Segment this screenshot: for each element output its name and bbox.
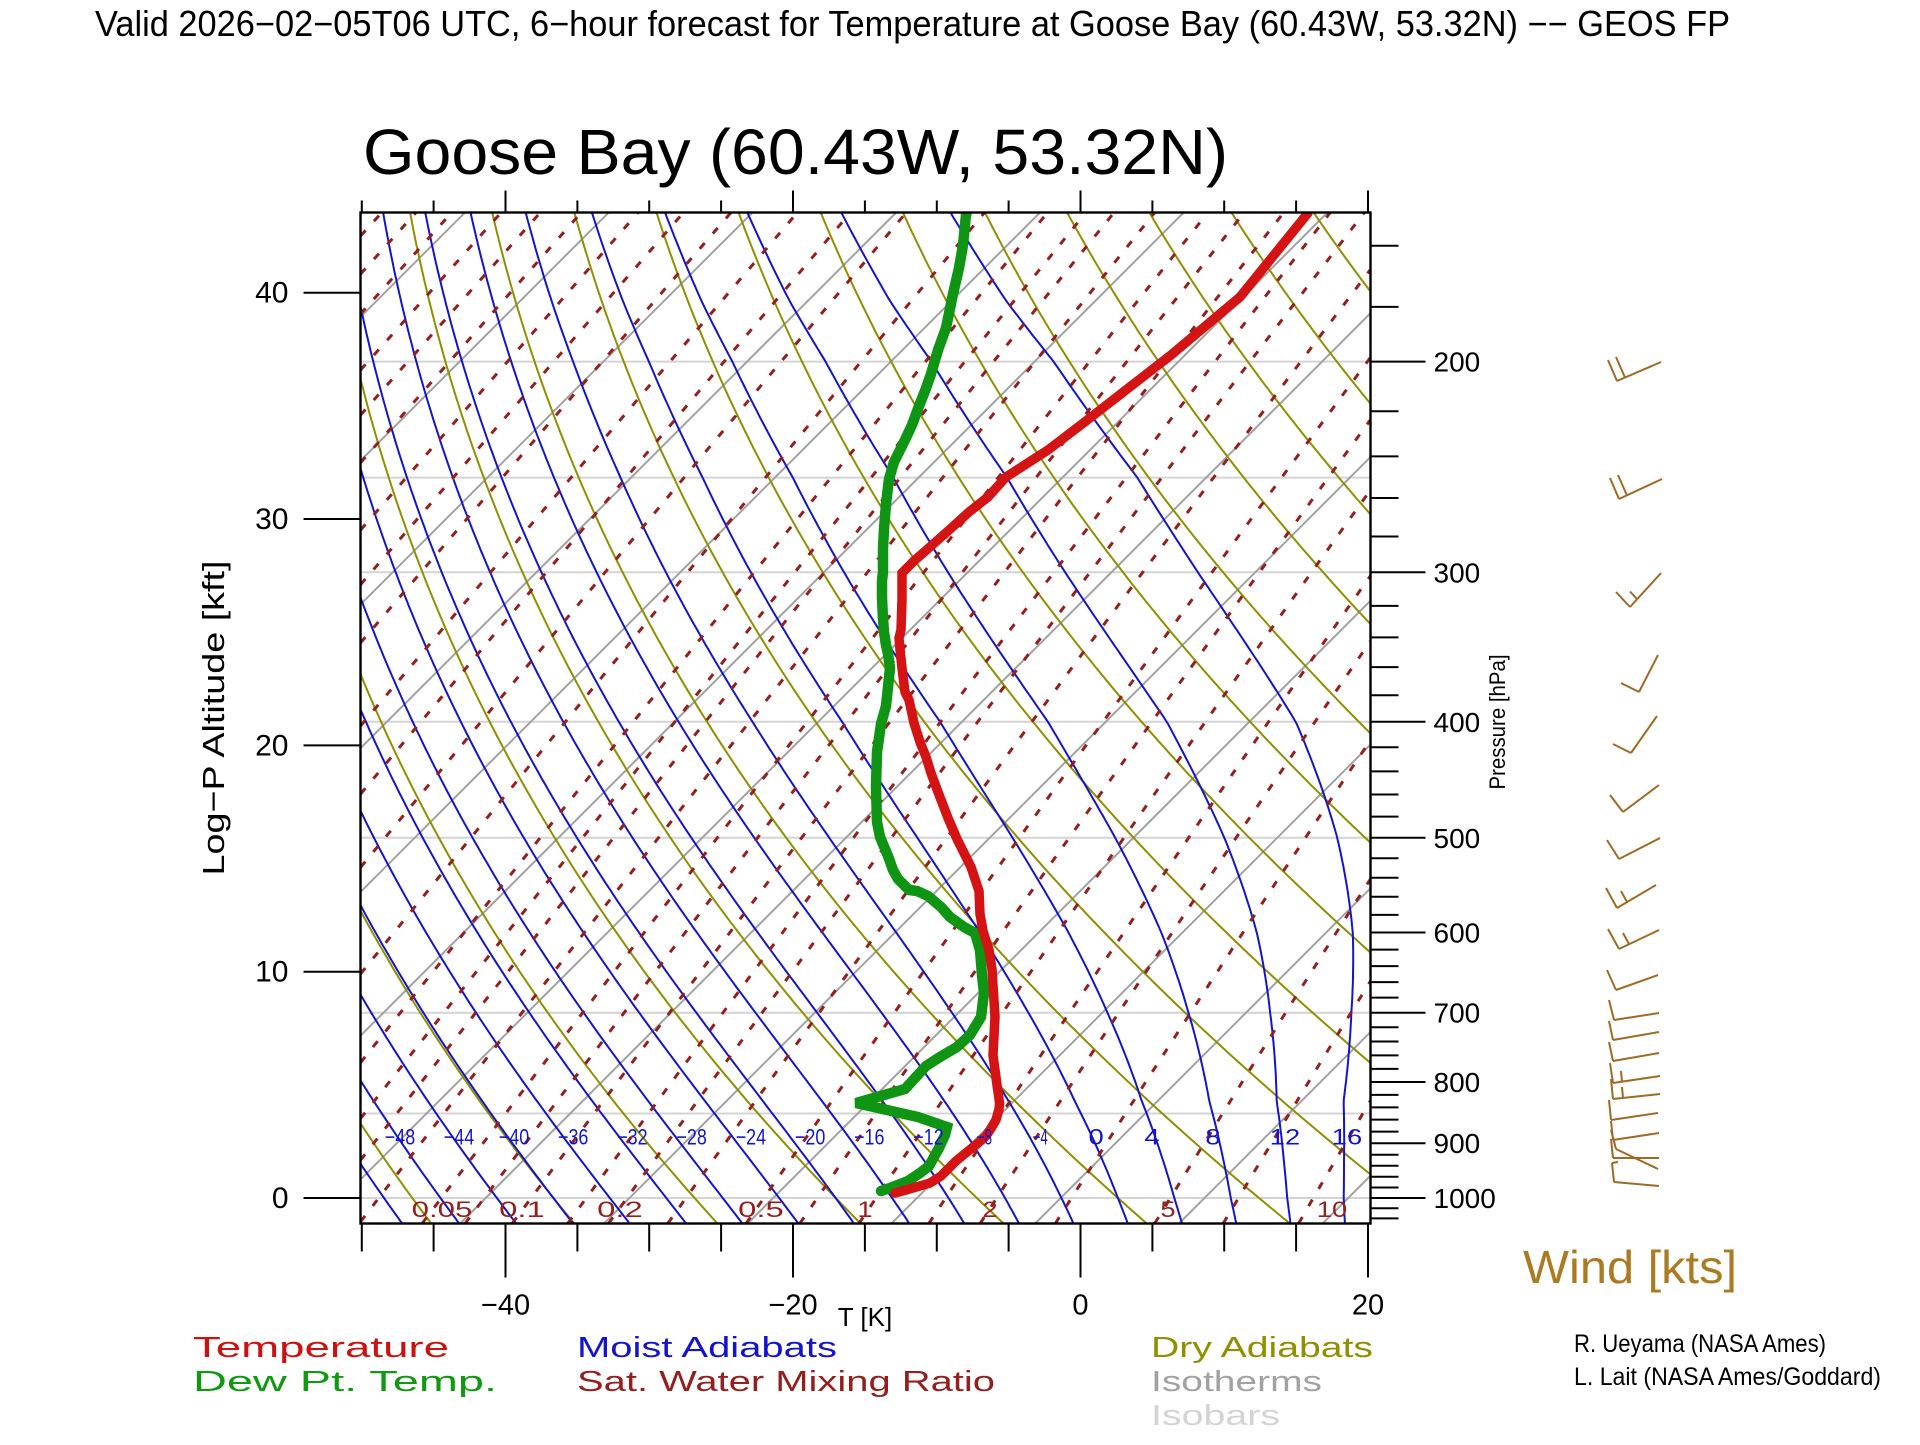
svg-text:−20: −20 [768,1290,817,1322]
svg-text:0.1: 0.1 [499,1197,545,1222]
svg-text:Log−P Altitude [kft]: Log−P Altitude [kft] [196,561,231,876]
svg-text:300: 300 [1434,557,1481,588]
svg-text:−24: −24 [736,1125,766,1150]
svg-text:−20: −20 [795,1125,825,1150]
svg-text:R. Ueyama (NASA Ames): R. Ueyama (NASA Ames) [1574,1330,1826,1358]
svg-text:20: 20 [1352,1290,1384,1322]
svg-text:1: 1 [857,1197,872,1222]
svg-text:2: 2 [982,1197,997,1222]
svg-text:0: 0 [272,1182,289,1215]
svg-text:500: 500 [1434,823,1481,854]
svg-text:Isobars: Isobars [1151,1400,1280,1432]
svg-text:4: 4 [1144,1125,1159,1150]
svg-text:−32: −32 [617,1125,647,1150]
svg-text:−44: −44 [444,1125,474,1150]
svg-text:Isotherms: Isotherms [1151,1366,1322,1398]
svg-text:400: 400 [1434,707,1481,738]
svg-text:10: 10 [1317,1197,1347,1222]
svg-text:Sat. Water Mixing Ratio: Sat. Water Mixing Ratio [577,1366,995,1398]
svg-text:40: 40 [255,277,288,310]
svg-text:Temperature: Temperature [193,1332,449,1364]
svg-text:12: 12 [1270,1125,1300,1150]
svg-text:Moist Adiabats: Moist Adiabats [577,1332,837,1364]
svg-text:−16: −16 [854,1125,884,1150]
svg-text:−40: −40 [499,1125,529,1150]
svg-text:5: 5 [1160,1197,1175,1222]
svg-text:0: 0 [1089,1125,1104,1150]
svg-text:L. Lait (NASA Ames/Goddard): L. Lait (NASA Ames/Goddard) [1574,1363,1881,1391]
svg-text:800: 800 [1434,1067,1481,1098]
svg-text:10: 10 [255,956,288,989]
svg-text:900: 900 [1434,1128,1481,1159]
svg-text:8: 8 [1205,1125,1220,1150]
svg-text:30: 30 [255,503,288,536]
svg-text:700: 700 [1434,998,1481,1029]
svg-text:0: 0 [1072,1290,1088,1322]
svg-text:Dry Adiabats: Dry Adiabats [1151,1332,1373,1364]
svg-text:−40: −40 [481,1290,530,1322]
svg-text:−12: −12 [913,1125,943,1150]
svg-text:0.5: 0.5 [738,1197,784,1222]
svg-text:−8: −8 [977,1125,992,1150]
svg-text:Goose Bay (60.43W, 53.32N): Goose Bay (60.43W, 53.32N) [363,116,1228,188]
svg-text:200: 200 [1434,347,1481,378]
svg-text:−28: −28 [676,1125,706,1150]
svg-text:1000: 1000 [1434,1183,1496,1214]
svg-text:−48: −48 [385,1125,415,1150]
svg-text:T [K]: T [K] [838,1302,892,1332]
svg-text:Dew Pt. Temp.: Dew Pt. Temp. [193,1366,497,1398]
svg-text:Pressure [hPa]: Pressure [hPa] [1485,655,1510,790]
svg-text:600: 600 [1434,918,1481,949]
svg-text:20: 20 [255,729,288,762]
svg-text:0.2: 0.2 [597,1197,643,1222]
svg-text:16: 16 [1332,1125,1362,1150]
svg-text:−4: −4 [1033,1125,1048,1150]
svg-text:Wind [kts]: Wind [kts] [1523,1241,1737,1293]
svg-text:−36: −36 [558,1125,588,1150]
svg-text:0.05: 0.05 [412,1197,473,1222]
svg-text:Valid 2026−02−05T06 UTC, 6−hou: Valid 2026−02−05T06 UTC, 6−hour forecast… [95,3,1730,44]
